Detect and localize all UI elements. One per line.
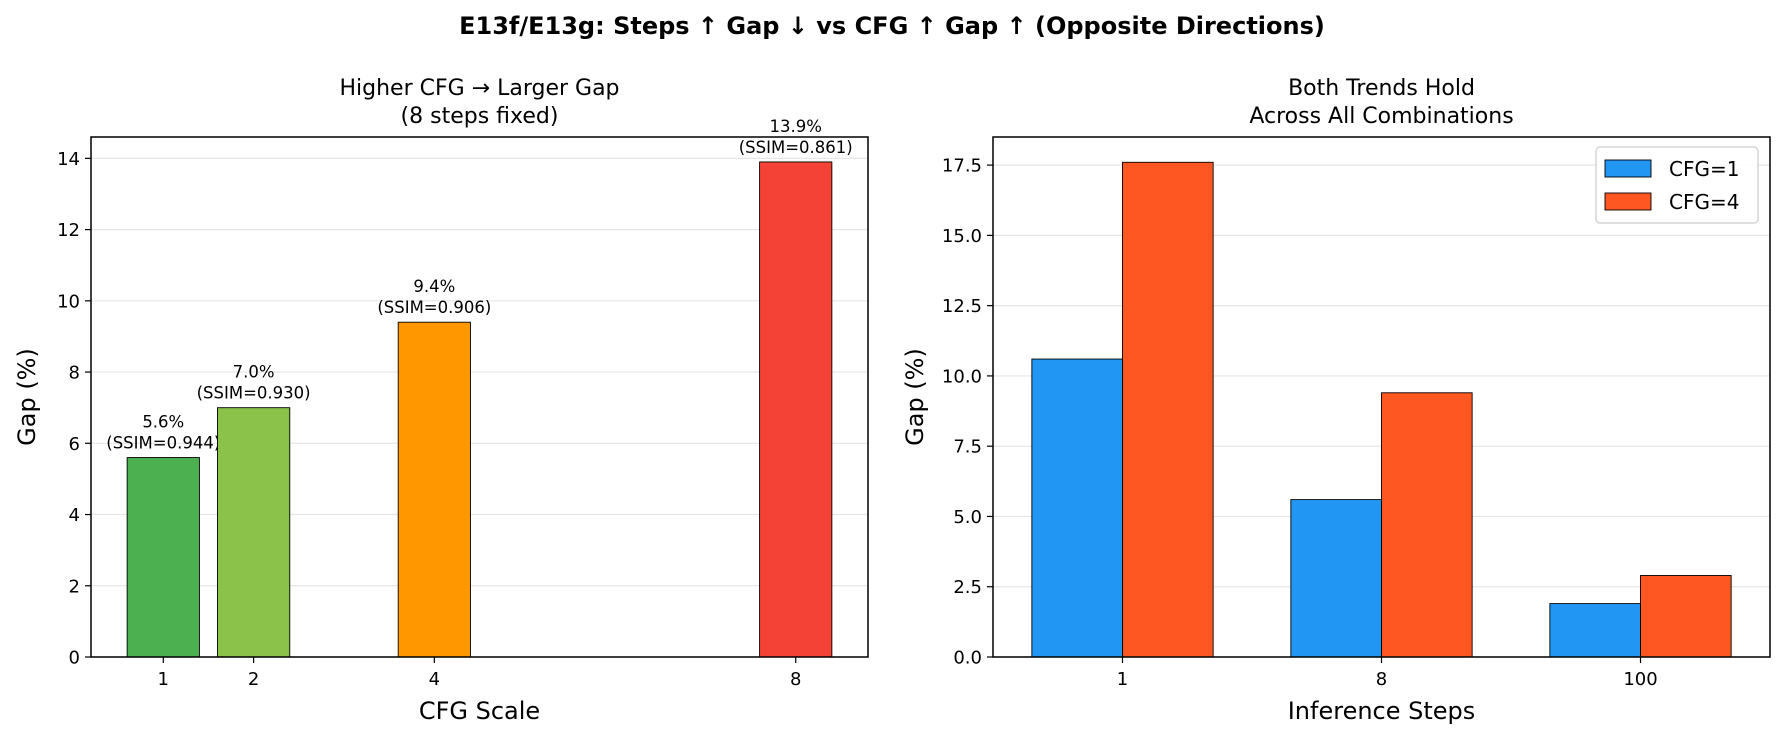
left-bar-ssim-label: (SSIM=0.861) [739,138,853,157]
left-ytick-label: 2 [69,576,80,597]
left-ytick-label: 6 [69,434,80,455]
right-ytick-label: 7.5 [953,437,982,458]
right-bar [1122,161,1214,658]
left-yaxis-label: Gap (%) [13,348,41,446]
left-bar-value-label: 7.0% [233,363,275,382]
left-bar-value-label: 5.6% [142,413,184,432]
right-yaxis-label: Gap (%) [901,348,929,446]
right-plot-frame [992,136,1771,658]
left-xtick-label: 4 [429,669,440,690]
left-xtick-label: 8 [790,669,801,690]
figure-title: E13f/E13g: Steps ↑ Gap ↓ vs CFG ↑ Gap ↑ … [459,12,1325,40]
left-xtick-label: 1 [158,669,169,690]
left-ytick-label: 0 [69,648,80,669]
right-ytick-label: 10.0 [942,366,982,387]
right-xtick-label: 100 [1623,669,1657,690]
legend-swatch [1604,192,1652,211]
left-chart-title: Higher CFG → Larger Gap [339,76,619,101]
legend-entry-label: CFG=1 [1669,157,1739,181]
left-bar [397,321,471,658]
left-bar-ssim-label: (SSIM=0.906) [377,298,491,317]
right-chart-title: Across All Combinations [1249,104,1513,129]
left-ytick-label: 4 [69,505,80,526]
left-bar-value-label: 13.9% [770,117,822,136]
right-bar [1290,499,1382,658]
right-ytick-label: 12.5 [942,296,982,317]
left-bar-ssim-label: (SSIM=0.930) [197,384,311,403]
right-xaxis-label: Inference Steps [1288,697,1476,725]
right-bar [1549,603,1641,658]
right-legend: CFG=1 CFG=4 [1595,146,1759,224]
right-xtick-label: 1 [1117,669,1128,690]
chart-inference-steps: 0.0 2.5 5.0 7.5 10.0 12.5 15.0 17.5 1 8 100 Inferen… [901,76,1771,725]
left-bar [217,407,291,658]
right-bar [1640,575,1732,658]
right-ytick-label: 5.0 [953,507,982,528]
left-chart-title: (8 steps fixed) [401,104,559,129]
right-ytick-label: 17.5 [942,156,982,177]
right-ytick-label: 0.0 [953,648,982,669]
left-ytick-label: 8 [69,363,80,384]
left-bar-ssim-label: (SSIM=0.944) [106,434,220,453]
left-bar-value-label: 9.4% [413,277,455,296]
right-bar [1381,392,1473,658]
right-ytick-label: 2.5 [953,577,982,598]
left-xaxis-label: CFG Scale [419,697,540,725]
right-chart-title: Both Trends Hold [1288,76,1475,101]
right-bar [1031,358,1123,658]
legend-swatch [1604,159,1652,178]
left-plot-frame [90,136,869,658]
left-bar [759,161,833,658]
left-ytick-label: 12 [57,220,80,241]
right-ytick-label: 15.0 [942,226,982,247]
left-ytick-label: 14 [57,149,80,170]
legend-entry-label: CFG=4 [1669,190,1739,214]
left-ytick-label: 10 [57,291,80,312]
left-xtick-label: 2 [248,669,259,690]
right-xtick-label: 8 [1376,669,1387,690]
left-bar [126,457,200,658]
